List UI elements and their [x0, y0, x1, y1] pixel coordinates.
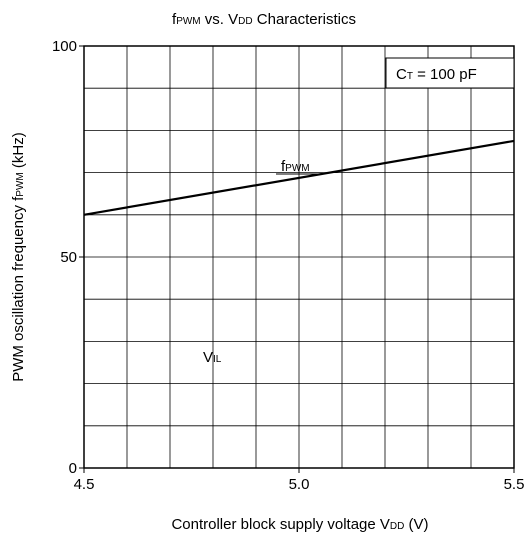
annotation-vil: VIL: [203, 349, 222, 366]
y-tick-label: 0: [69, 460, 77, 477]
condition-box: [385, 57, 515, 89]
y-tick-labels: 0 50 100: [52, 38, 84, 477]
series-group: [83, 139, 515, 216]
x-tick-label: 4.5: [74, 476, 95, 493]
x-tick-labels: 4.5 5.0 5.5: [74, 468, 525, 493]
condition-label: CT = 100 pF: [396, 66, 477, 83]
series-label-fpwm: fPWM: [281, 158, 310, 175]
y-tick-label: 100: [52, 38, 77, 55]
grid: [84, 46, 514, 468]
series-line-fpwm: [83, 139, 515, 216]
x-tick-label: 5.0: [289, 476, 310, 493]
x-axis-label: Controller block supply voltage VDD (V): [171, 516, 428, 533]
y-axis-label: PWM oscillation frequency fPWM (kHz): [10, 132, 27, 382]
x-tick-label: 5.5: [504, 476, 525, 493]
y-tick-label: 50: [60, 249, 77, 266]
chart-title: fPWM vs. VDD Characteristics: [172, 11, 356, 28]
